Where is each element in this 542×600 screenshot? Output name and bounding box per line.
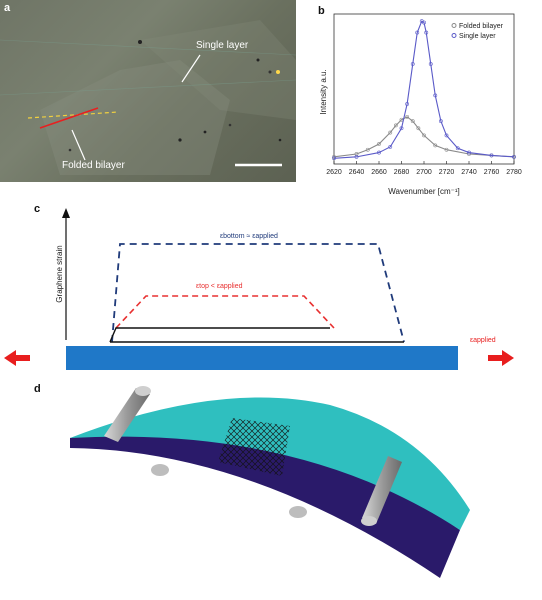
series-line-0: [333, 116, 515, 158]
right-tension-arrow-icon: [488, 350, 514, 366]
x-tick-label: 2700: [416, 169, 432, 176]
red-scan-line: [39, 107, 99, 129]
lower-support-rod-right: [289, 506, 307, 518]
applied-strain-label: εapplied: [470, 337, 496, 344]
bending-beam-illustration: d: [34, 383, 470, 578]
series-point-0: [433, 143, 438, 148]
series-point-0: [365, 147, 370, 152]
series-point-0: [354, 152, 359, 156]
x-tick-label: 2680: [394, 169, 410, 176]
series-point-1: [489, 153, 494, 158]
graphene-strain-label: Graphene strain: [55, 245, 64, 302]
series-point-1: [410, 62, 415, 66]
x-tick-label: 2780: [506, 169, 522, 176]
panel-label-d: d: [34, 383, 41, 395]
legend-entry: Single layer: [459, 33, 496, 40]
upper-rod-right: [361, 456, 402, 526]
panel-label-c: c: [34, 203, 40, 215]
series-point-0: [422, 133, 426, 138]
folded-bilayer-annotation: Folded bilayer: [62, 160, 125, 171]
x-tick-label: 2660: [371, 169, 387, 176]
raman-chart: b 2620 2640 2660 2680 2700 2720 2740 2760 2780 F…: [318, 5, 522, 196]
x-tick-label: 2760: [484, 169, 500, 176]
strain-schematic: c Graphene strain εbottom ≈ εapplied εto…: [4, 203, 514, 370]
x-tick-labels: 2620 2640 2660 2680 2700 2720 2740 2760 2780: [326, 161, 522, 176]
series-point-1: [388, 144, 393, 149]
series-group: [332, 19, 516, 161]
x-tick-label: 2720: [439, 169, 455, 176]
series-point-0: [377, 142, 381, 146]
series-point-1: [428, 62, 433, 66]
legend-marker: [451, 23, 457, 28]
series-point-1: [405, 102, 410, 106]
series-point-0: [405, 114, 410, 119]
x-tick-label: 2620: [326, 169, 342, 176]
panel-label-a: a: [4, 2, 11, 14]
series-point-0: [416, 126, 421, 131]
lower-support-rod-left: [151, 464, 169, 476]
series-point-0: [332, 154, 336, 159]
panel-label-b: b: [318, 5, 325, 17]
bottom-strain-curve: [111, 243, 405, 343]
series-point-1: [399, 126, 404, 131]
substrate-bar: [66, 346, 458, 370]
legend: Folded bilayer Single layer: [451, 23, 504, 40]
series-point-1: [377, 150, 381, 155]
series-point-0: [388, 130, 393, 135]
series-point-1: [332, 156, 336, 161]
yellow-scan-line: [27, 111, 119, 119]
series-point-1: [422, 20, 426, 25]
micrograph-panel-a: a Single layer Folded bilayer: [0, 0, 296, 182]
x-tick-label: 2640: [349, 169, 365, 176]
series-point-1: [438, 119, 443, 124]
graphene-mesh: [218, 418, 290, 476]
series-point-1: [354, 154, 359, 159]
series-point-1: [467, 150, 471, 155]
x-axis-label: Wavenumber [cm⁻¹]: [388, 187, 460, 196]
series-point-1: [415, 30, 420, 35]
top-strain-label: εtop < εapplied: [196, 283, 243, 290]
y-axis-label: Intensity a.u.: [319, 69, 328, 114]
series-point-0: [444, 147, 449, 152]
bottom-strain-label: εbottom ≈ εapplied: [220, 233, 278, 240]
beam-top-face: [70, 397, 470, 530]
series-point-1: [433, 93, 438, 98]
series-point-1: [512, 154, 516, 159]
series-line-1: [333, 20, 515, 159]
top-strain-curve: [115, 295, 335, 329]
left-tension-arrow-icon: [4, 350, 30, 366]
series-point-1: [455, 146, 460, 151]
series-point-1: [444, 133, 449, 138]
series-point-0: [410, 119, 415, 124]
legend-marker: [451, 33, 457, 38]
legend-entry: Folded bilayer: [459, 23, 504, 30]
axis-arrowhead-icon: [62, 208, 70, 218]
single-layer-annotation: Single layer: [196, 40, 249, 51]
top-graphene-layer: [109, 327, 330, 343]
series-point-1: [424, 30, 429, 35]
micrograph-image: [0, 20, 296, 175]
upper-rod-left: [104, 386, 151, 442]
series-point-0: [393, 123, 398, 128]
x-tick-label: 2740: [461, 169, 477, 176]
